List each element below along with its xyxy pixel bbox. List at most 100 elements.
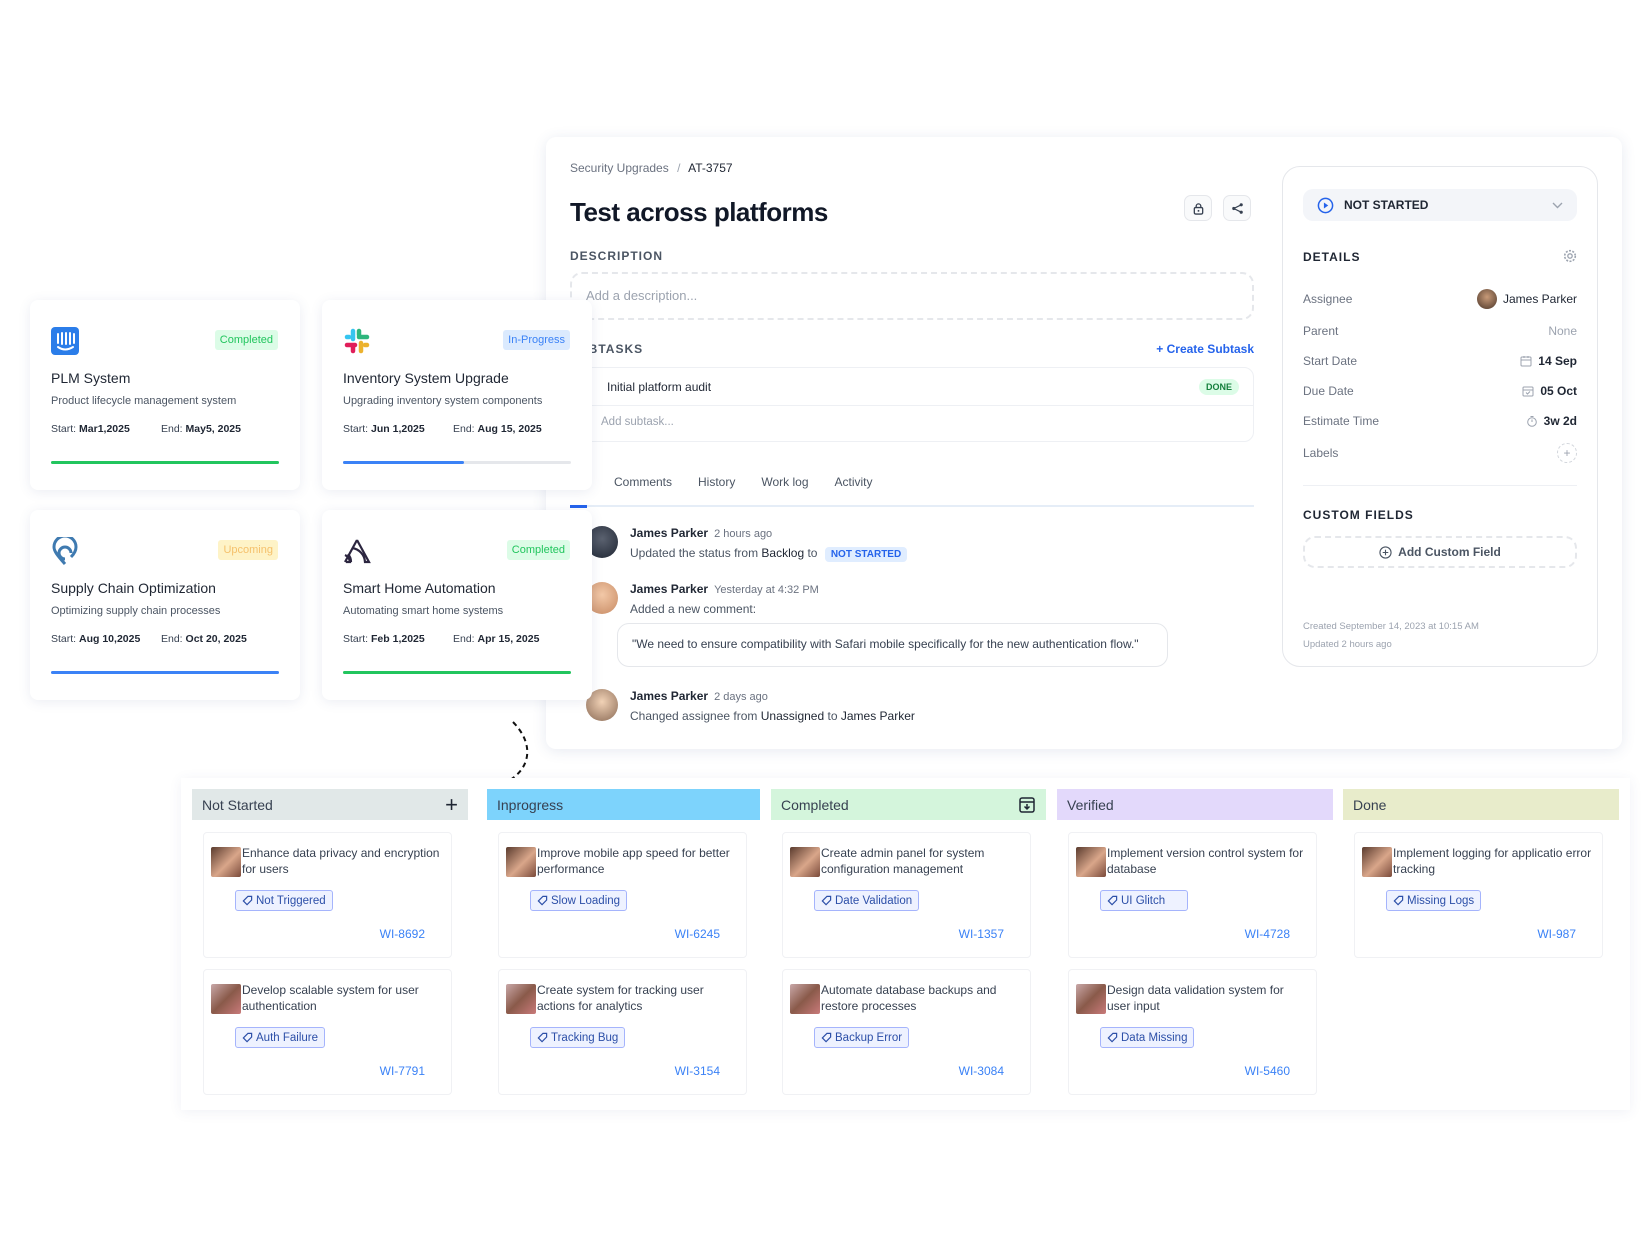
status-badge: In-Progress: [503, 330, 570, 350]
breadcrumb-project[interactable]: Security Upgrades: [570, 161, 669, 175]
activity-user: James Parker 2 days ago: [630, 689, 768, 703]
column-header: Not Started +: [192, 789, 468, 820]
add-label-button[interactable]: +: [1557, 443, 1577, 463]
lock-button[interactable]: [1184, 195, 1212, 221]
status-badge: Upcoming: [218, 540, 278, 560]
work-item-id[interactable]: WI-3154: [674, 1064, 720, 1078]
tab-work-log[interactable]: Work log: [761, 475, 809, 489]
work-item-id[interactable]: WI-987: [1537, 927, 1576, 941]
issue-detail-panel: Security Upgrades / AT-3757 Test across …: [546, 137, 1622, 749]
column-header: Done: [1343, 789, 1619, 820]
subtask-name: Initial platform audit: [607, 379, 712, 394]
avatar: [506, 984, 536, 1014]
card-tag[interactable]: Date Validation: [814, 890, 920, 911]
project-card[interactable]: Upcoming Supply Chain Optimization Optim…: [30, 510, 300, 700]
calendar-check-icon: [1522, 386, 1534, 397]
activity-text: Updated the status from Backlog to NOT S…: [630, 546, 908, 562]
column-title: Not Started: [202, 796, 273, 813]
sentry-icon: [343, 537, 371, 565]
calendar-icon: [1520, 356, 1532, 367]
project-description: Optimizing supply chain processes: [51, 605, 221, 617]
progress-bar: [51, 461, 279, 464]
work-item-id[interactable]: WI-6245: [674, 927, 720, 941]
estimate-row[interactable]: Estimate Time 3w 2d: [1303, 414, 1577, 428]
kanban-card[interactable]: Improve mobile app speed for better perf…: [498, 832, 747, 958]
status-badge: Completed: [506, 540, 570, 560]
work-item-id[interactable]: WI-1357: [958, 927, 1004, 941]
kanban-card[interactable]: Design data validation system for user i…: [1068, 969, 1317, 1095]
card-title: Implement logging for applicatio error t…: [1393, 846, 1592, 876]
project-description: Product lifecycle management system: [51, 395, 237, 407]
progress-fill: [51, 671, 279, 674]
column-header: Completed: [771, 789, 1046, 820]
activity-user: James Parker 2 hours ago: [630, 526, 773, 540]
column-title: Inprogress: [497, 796, 564, 813]
tab-comments[interactable]: Comments: [614, 475, 673, 489]
avatar: [211, 847, 241, 877]
work-item-id[interactable]: WI-5460: [1244, 1064, 1290, 1078]
description-input[interactable]: Add a description...: [570, 272, 1254, 320]
parent-row[interactable]: Parent None: [1303, 324, 1577, 338]
breadcrumb-issue: AT-3757: [688, 161, 733, 175]
card-tag[interactable]: Data Missing: [1100, 1027, 1195, 1048]
assignee-row[interactable]: Assignee James Parker: [1303, 289, 1577, 309]
project-title: Supply Chain Optimization: [51, 580, 216, 596]
kanban-card[interactable]: Implement logging for applicatio error t…: [1354, 832, 1603, 958]
lock-icon: [1193, 202, 1203, 215]
stopwatch-icon: [1526, 416, 1537, 427]
create-subtask-button[interactable]: + Create Subtask: [1156, 342, 1254, 356]
card-title: Create admin panel for system configurat…: [821, 846, 985, 876]
subtask-row[interactable]: Initial platform audit DONE: [571, 368, 1253, 406]
activity-text: Changed assignee from Unassigned to Jame…: [630, 709, 915, 723]
work-item-id[interactable]: WI-3084: [958, 1064, 1004, 1078]
work-item-id[interactable]: WI-8692: [379, 927, 425, 941]
kanban-card[interactable]: Automate database backups and restore pr…: [782, 969, 1031, 1095]
card-tag[interactable]: Not Triggered: [235, 890, 333, 911]
card-title: Develop scalable system for user authent…: [242, 983, 419, 1013]
work-item-id[interactable]: WI-7791: [379, 1064, 425, 1078]
add-subtask-input[interactable]: Add subtask...: [601, 416, 674, 428]
status-badge: Completed: [214, 330, 278, 350]
kanban-card[interactable]: Create system for tracking user actions …: [498, 969, 747, 1095]
issue-title[interactable]: Test across platforms: [570, 197, 828, 227]
progress-bar: [343, 461, 571, 464]
kanban-card[interactable]: Create admin panel for system configurat…: [782, 832, 1031, 958]
kanban-card[interactable]: Develop scalable system for user authent…: [203, 969, 452, 1095]
card-tag[interactable]: UI Glitch: [1100, 890, 1188, 911]
gear-icon[interactable]: [1563, 249, 1577, 263]
project-card[interactable]: In-Progress Inventory System Upgrade Upg…: [322, 300, 592, 490]
project-title: Smart Home Automation: [343, 580, 496, 596]
start-date-row[interactable]: Start Date 14 Sep: [1303, 354, 1577, 368]
card-tag[interactable]: Slow Loading: [530, 890, 628, 911]
active-tab-indicator: [570, 505, 587, 508]
archive-icon[interactable]: [1018, 796, 1036, 814]
chevron-down-icon: [1552, 202, 1563, 208]
due-date-row[interactable]: Due Date 05 Oct: [1303, 384, 1577, 398]
share-button[interactable]: [1223, 195, 1251, 221]
slack-icon: [343, 327, 371, 355]
card-tag[interactable]: Missing Logs: [1386, 890, 1482, 911]
status-dropdown[interactable]: NOT STARTED: [1303, 189, 1577, 221]
subtask-list: Initial platform audit DONE Add subtask.…: [570, 367, 1254, 442]
work-item-id[interactable]: WI-4728: [1244, 927, 1290, 941]
project-card[interactable]: Completed PLM System Product lifecycle m…: [30, 300, 300, 490]
avatar: [211, 984, 241, 1014]
avatar: [1362, 847, 1392, 877]
share-icon: [1231, 202, 1243, 214]
kanban-card[interactable]: Enhance data privacy and encryption for …: [203, 832, 452, 958]
project-dates: Start: Mar1,2025 End: May5, 2025: [51, 423, 241, 435]
pin-icon: [51, 534, 79, 565]
add-card-button[interactable]: +: [445, 791, 458, 817]
card-tag[interactable]: Tracking Bug: [530, 1027, 626, 1048]
progress-bar: [343, 671, 571, 674]
card-tag[interactable]: Backup Error: [814, 1027, 910, 1048]
avatar: [790, 847, 820, 877]
description-label: DESCRIPTION: [570, 249, 664, 263]
labels-row: Labels +: [1303, 443, 1577, 463]
tab-history[interactable]: History: [698, 475, 736, 489]
card-tag[interactable]: Auth Failure: [235, 1027, 326, 1048]
add-custom-field-button[interactable]: Add Custom Field: [1303, 536, 1577, 568]
kanban-card[interactable]: Implement version control system for dat…: [1068, 832, 1317, 958]
project-card[interactable]: Completed Smart Home Automation Automati…: [322, 510, 592, 700]
tab-activity[interactable]: Activity: [834, 475, 873, 489]
